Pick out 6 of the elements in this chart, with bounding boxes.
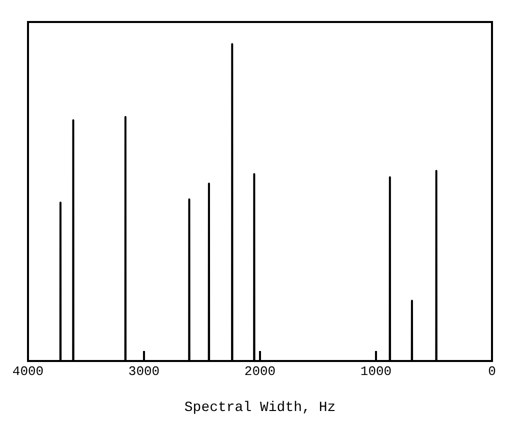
x-tick-label: 0 [488, 364, 496, 379]
x-tick-label: 4000 [12, 364, 44, 379]
x-tick-label: 3000 [128, 364, 160, 379]
x-tick-label: 1000 [360, 364, 392, 379]
x-tick-label: 2000 [244, 364, 276, 379]
x-axis-title: Spectral Width, Hz [184, 400, 336, 416]
